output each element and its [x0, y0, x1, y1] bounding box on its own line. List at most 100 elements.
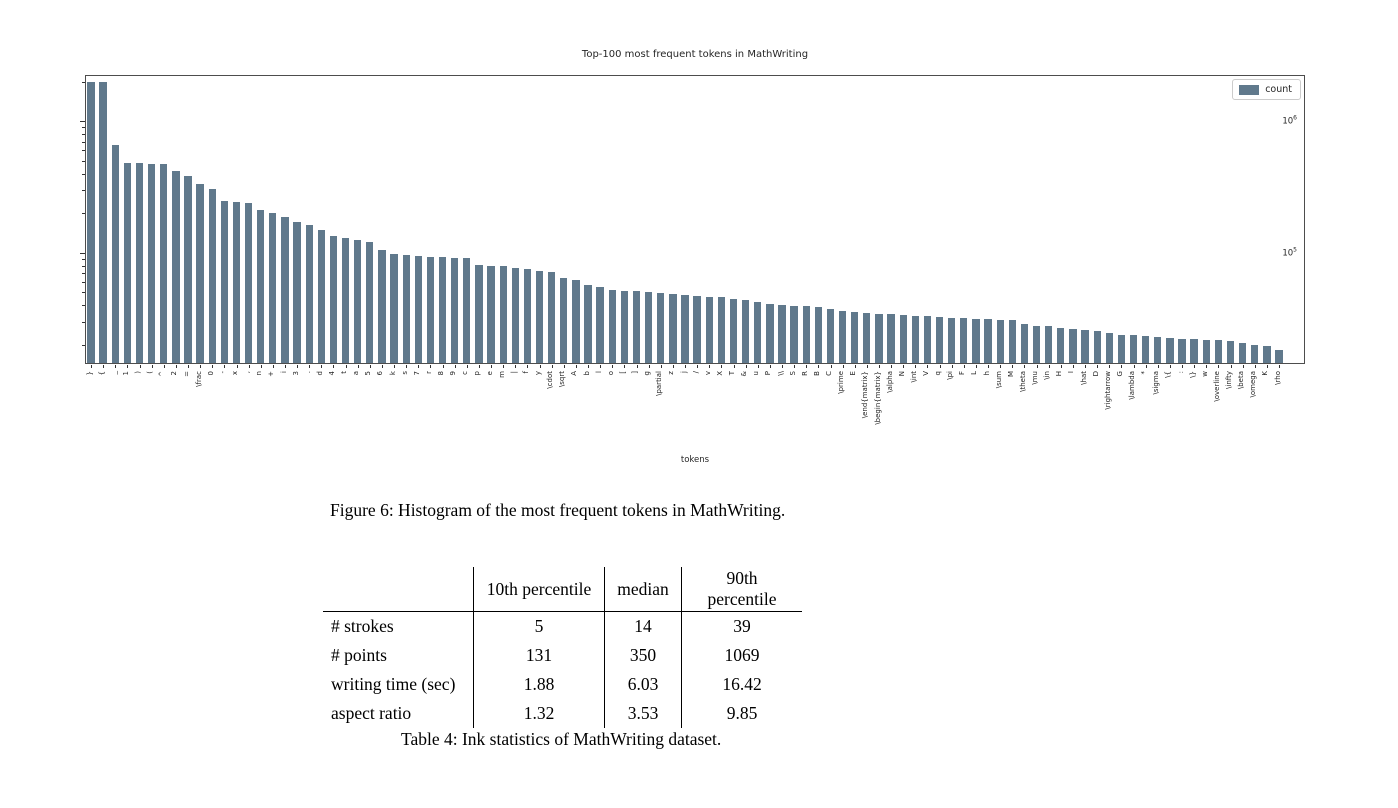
- x-tick: [757, 365, 759, 368]
- bar: [208, 189, 216, 363]
- x-tick: [588, 365, 589, 368]
- bar: [281, 216, 289, 363]
- x-tick: [551, 365, 553, 368]
- x-tick: [1024, 365, 1026, 368]
- x-tick-label: T: [728, 371, 736, 376]
- y-tick-label: 106: [1282, 114, 1297, 127]
- x-tick: [442, 365, 444, 368]
- x-tick-label: [: [618, 371, 627, 374]
- x-tick: [188, 365, 189, 368]
- x-tick: [1085, 365, 1086, 368]
- x-tick: [1230, 365, 1232, 368]
- x-tick: [1000, 365, 1002, 368]
- y-minor-tick: [82, 81, 85, 83]
- bar: [608, 290, 616, 363]
- x-tick-label: ]: [631, 371, 639, 374]
- y-minor-tick: [82, 213, 85, 215]
- bar: [596, 286, 604, 363]
- table-row: writing time (sec) 1.88 6.03 16.42: [323, 670, 802, 699]
- x-tick-label: j: [679, 371, 688, 373]
- y-minor-tick: [82, 292, 85, 294]
- bar: [414, 255, 422, 363]
- table-cell: 1069: [681, 641, 802, 670]
- bar: [1045, 326, 1053, 363]
- bar: [269, 212, 277, 363]
- x-tick-label: \{: [1164, 371, 1173, 378]
- table-cell: 350: [604, 641, 682, 670]
- table-row: aspect ratio 1.32 3.53 9.85: [323, 699, 802, 728]
- x-tick: [563, 365, 565, 368]
- x-tick-label: \end{matrix}: [861, 371, 870, 419]
- table-cell: 9.85: [681, 699, 802, 728]
- y-tick-label: 105: [1282, 246, 1297, 259]
- x-tick: [418, 365, 420, 368]
- x-tick-label: b: [582, 371, 591, 376]
- bar: [135, 163, 144, 363]
- x-tick-label: \partial: [655, 371, 664, 396]
- x-tick-label: f: [521, 371, 530, 374]
- x-tick-label: m: [497, 371, 506, 378]
- x-tick: [988, 365, 990, 368]
- y-minor-tick: [82, 265, 85, 267]
- table-cell: 16.42: [681, 670, 802, 699]
- x-tick: [806, 365, 808, 368]
- x-tick: [212, 365, 214, 368]
- table-cell: 1.88: [473, 670, 605, 699]
- histogram-figure: 106 105 }{_ 1) (^ 2 = \frac 0- x, n + i 3. d 4 t a 5 6 k s 7 r…: [80, 75, 1305, 425]
- table-header: 10th percentile median 90th percentile: [323, 567, 802, 612]
- bar: [584, 285, 592, 363]
- bar: [160, 164, 168, 363]
- x-tick-label: o: [606, 371, 615, 376]
- bar: [1190, 339, 1198, 363]
- x-tick-label: L: [970, 371, 979, 375]
- bar: [705, 296, 713, 363]
- bar: [511, 268, 519, 363]
- x-tick: [1145, 365, 1147, 368]
- bar: [366, 242, 374, 363]
- x-tick: [321, 365, 323, 368]
- bar: [1178, 338, 1186, 363]
- x-tick: [1133, 365, 1135, 368]
- x-tick-label: 2: [170, 371, 179, 376]
- x-tick: [103, 365, 105, 368]
- x-tick-label: 6: [376, 371, 385, 376]
- x-tick: [733, 365, 735, 368]
- y-minor-tick: [82, 133, 85, 135]
- x-tick: [951, 365, 953, 368]
- table-row-label: # points: [331, 645, 387, 665]
- table-header-cell: 10th percentile: [473, 567, 605, 612]
- x-tick: [248, 365, 250, 368]
- x-tick: [830, 365, 832, 368]
- bar: [293, 221, 301, 363]
- x-tick: [1012, 365, 1014, 368]
- bar: [1226, 340, 1235, 363]
- x-tick-label: =: [182, 371, 191, 377]
- y-minor-tick: [82, 305, 85, 307]
- x-tick: [1169, 365, 1171, 368]
- x-tick-label: X: [715, 371, 724, 376]
- x-tick: [915, 365, 917, 368]
- bar: [1166, 338, 1174, 363]
- x-tick: [454, 365, 456, 368]
- y-minor-tick: [82, 141, 85, 143]
- x-tick-label: 5: [364, 371, 373, 376]
- bar: [426, 256, 435, 363]
- x-tick: [1157, 365, 1159, 368]
- x-tick-label: \infty: [1225, 371, 1233, 389]
- x-tick-label: \\: [776, 371, 785, 376]
- bar: [1081, 330, 1089, 363]
- x-tick-label: r: [424, 371, 433, 374]
- x-tick: [1206, 365, 1208, 368]
- x-tick: [175, 365, 177, 368]
- x-tick: [685, 365, 686, 368]
- x-tick-label: \sigma: [1152, 371, 1161, 395]
- bar: [341, 237, 350, 363]
- x-tick-label: 3: [291, 371, 300, 376]
- x-tick: [430, 365, 432, 368]
- x-tick-label: y: [534, 371, 542, 376]
- x-tick-label: ^: [158, 371, 167, 377]
- x-tick: [236, 365, 238, 368]
- x-tick-label: V: [921, 371, 930, 376]
- x-tick-label: q: [934, 371, 943, 376]
